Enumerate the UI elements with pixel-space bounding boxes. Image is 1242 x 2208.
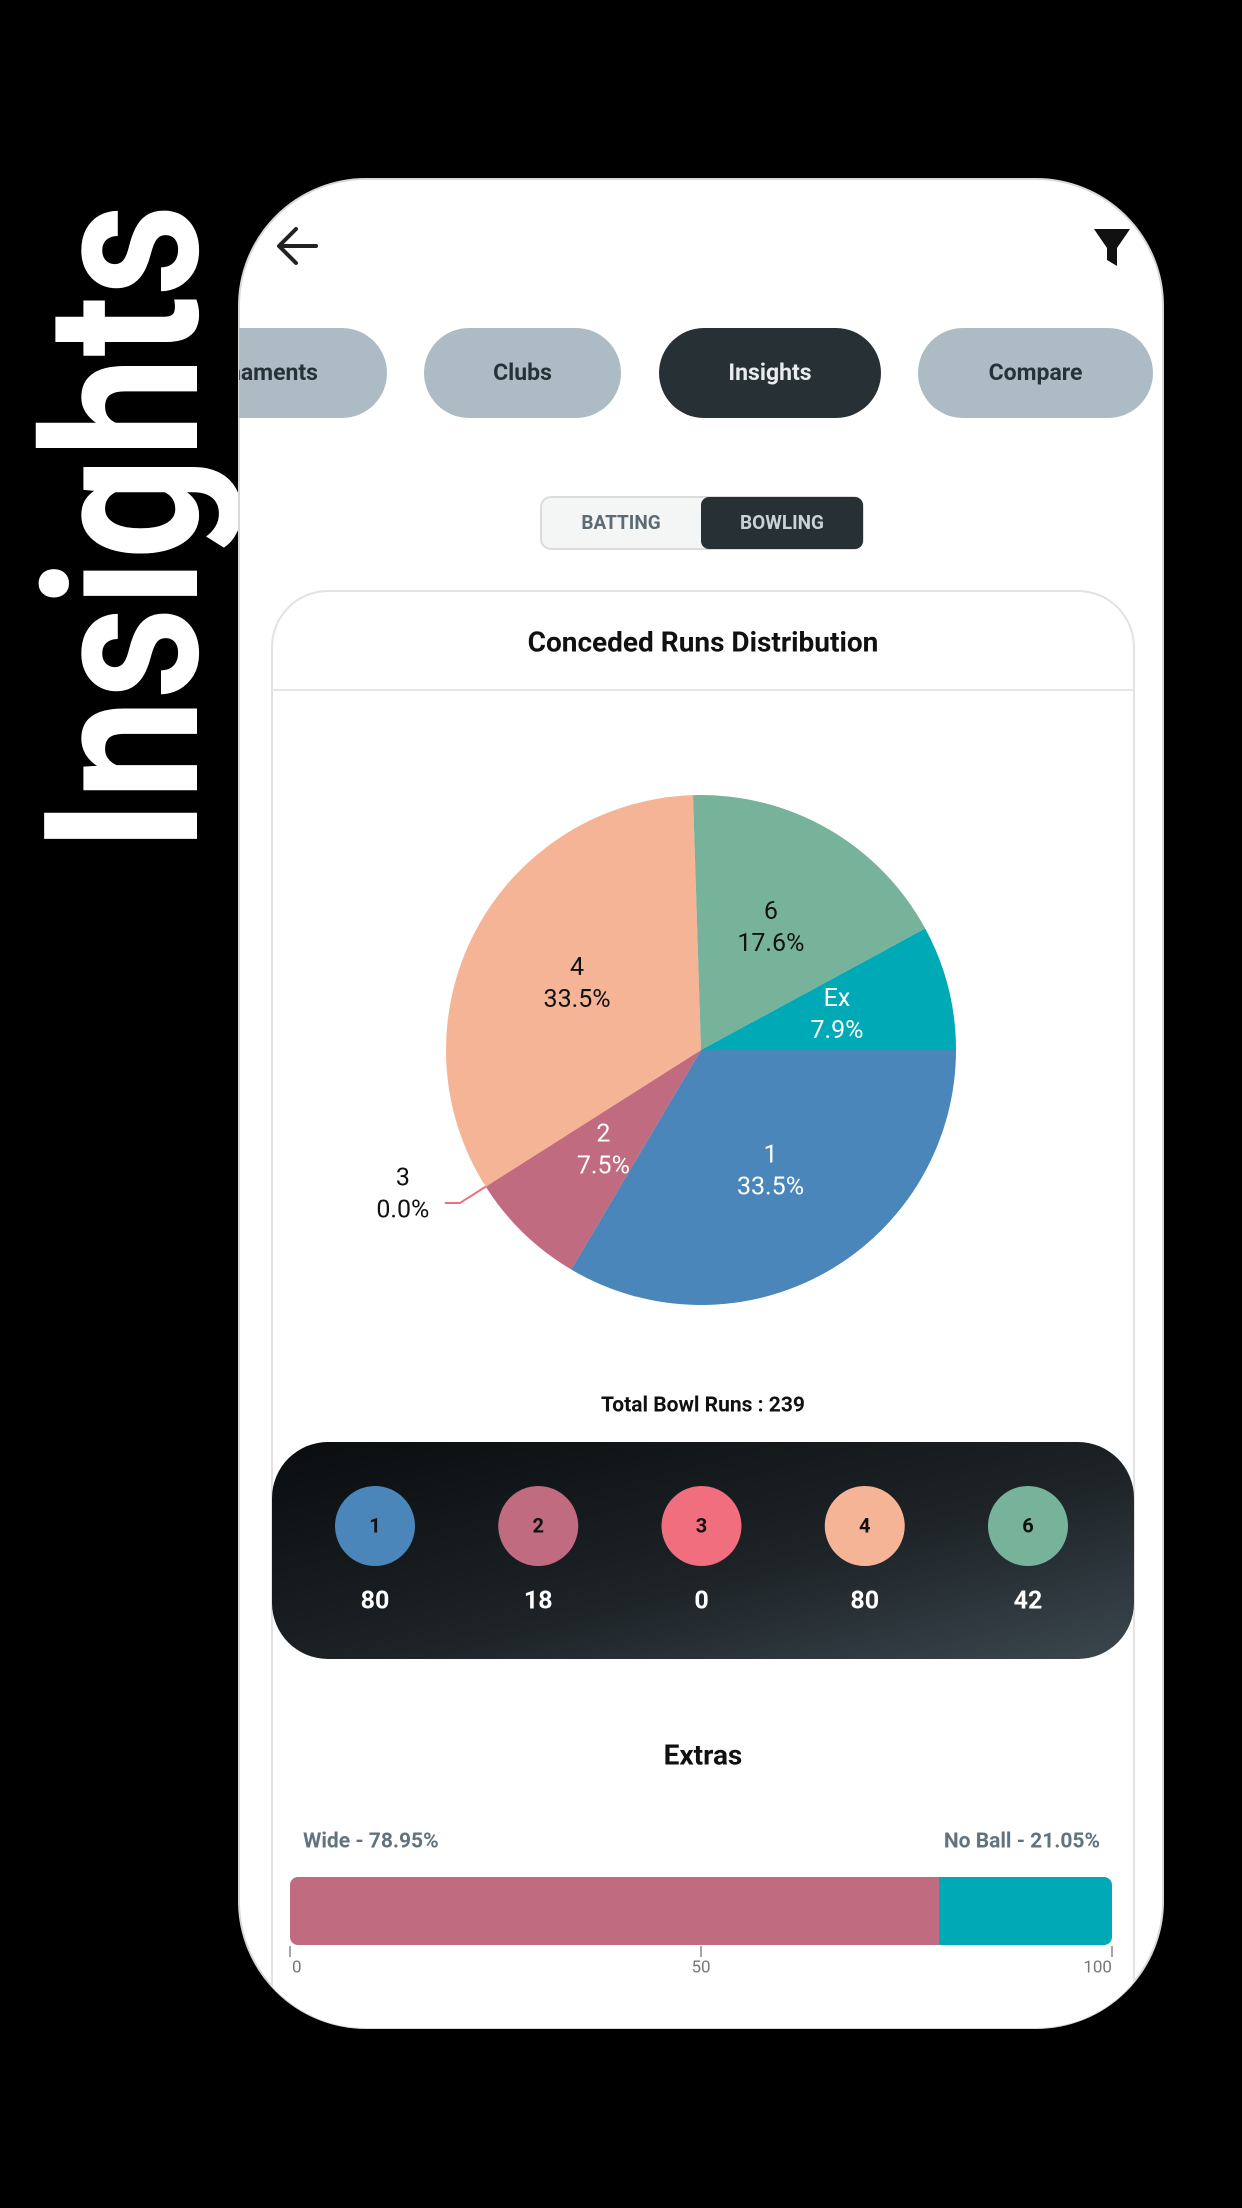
tab-label: Clubs	[493, 359, 552, 386]
run-count: 0	[694, 1587, 708, 1616]
pie-slice	[692, 795, 926, 1050]
toggle-label: BATTING	[581, 511, 660, 534]
toggle-option[interactable]	[543, 499, 701, 547]
extras-bar	[290, 1877, 1112, 1945]
run-count: 80	[850, 1587, 879, 1616]
run-count: 18	[524, 1587, 553, 1616]
run-label: 4	[859, 1513, 870, 1537]
run-count: 80	[361, 1587, 390, 1616]
slice-label: Ex	[824, 984, 851, 1013]
chart-title: Conceded Runs Distribution	[528, 625, 879, 658]
side-title: Insights	[0, 204, 250, 852]
slice-label: 3	[396, 1164, 410, 1193]
pie-slice	[701, 928, 956, 1050]
slice-value-label: 0.0%	[376, 1196, 429, 1225]
tab[interactable]	[130, 328, 387, 418]
slice-value-label: 17.6%	[737, 929, 804, 958]
slice-label: 4	[570, 953, 584, 982]
slice-value-label: 33.5%	[737, 1172, 804, 1201]
slice-value-label: 7.9%	[810, 1016, 863, 1045]
run-circle	[661, 1486, 742, 1566]
pie-slice	[485, 1050, 701, 1270]
toggle-option[interactable]	[701, 497, 863, 549]
extras-title: Extras	[664, 1738, 743, 1771]
slice-label: 1	[763, 1140, 777, 1169]
tab[interactable]	[918, 328, 1153, 418]
run-label: 2	[533, 1513, 544, 1537]
tab[interactable]	[659, 328, 881, 418]
slice-value-label: 33.5%	[544, 985, 611, 1014]
x-tick-label: 50	[691, 1957, 710, 1977]
run-label: 3	[696, 1513, 707, 1537]
leader-line	[444, 1185, 487, 1205]
run-count: 42	[1014, 1587, 1043, 1616]
filter-button[interactable]	[1094, 229, 1130, 266]
slice-label: 2	[596, 1119, 610, 1148]
tab-label: Compare	[989, 359, 1083, 386]
run-label: 6	[1022, 1513, 1033, 1537]
tab-label: Insights	[728, 359, 811, 386]
slice-value-label: 7.5%	[577, 1151, 630, 1180]
toggle-label: BOWLING	[740, 511, 824, 534]
run-circle	[988, 1486, 1068, 1566]
run-circle	[824, 1486, 905, 1566]
bar-segment	[938, 1877, 1112, 1945]
slice-label: 6	[764, 897, 778, 926]
phone-content: Conceded Runs Distribution Total Bowl Ru…	[130, 227, 1153, 2028]
x-tick-label: 100	[1083, 1957, 1112, 1977]
x-tick-label: 0	[292, 1957, 302, 1977]
run-label: 1	[369, 1513, 380, 1537]
back-button[interactable]	[277, 227, 318, 265]
pie-slice	[571, 1050, 957, 1306]
bar-segment	[290, 1877, 939, 1945]
segment-label: Wide - 78.95%	[303, 1830, 439, 1854]
total-runs: Total Bowl Runs : 239	[601, 1394, 805, 1418]
tab-label: Tournaments	[181, 359, 318, 386]
run-circle	[498, 1486, 579, 1566]
tab[interactable]	[424, 328, 621, 418]
segment-label: No Ball - 21.05%	[944, 1830, 1100, 1854]
pie-slice	[446, 795, 701, 1187]
run-circle	[335, 1486, 415, 1566]
